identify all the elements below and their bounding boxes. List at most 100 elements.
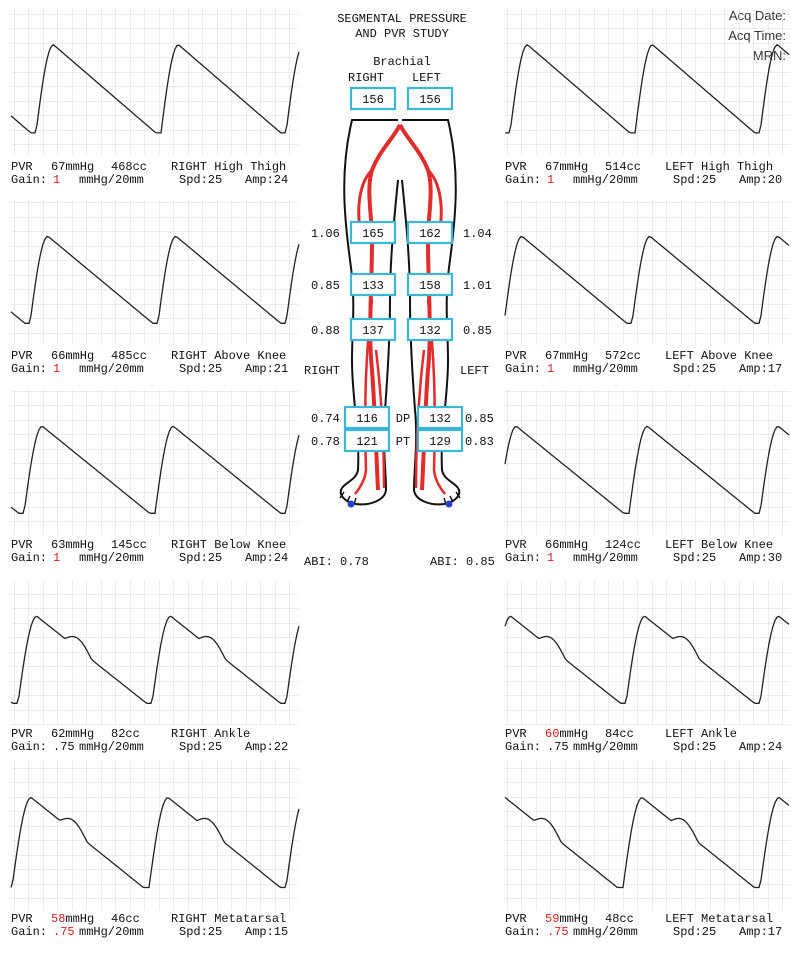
- gain-label: Gain:: [505, 173, 541, 187]
- pvr-line: PVR 67mmHg 514cc LEFT High Thigh: [505, 160, 773, 174]
- pressure-box: [416, 428, 464, 453]
- pressure-box: [343, 428, 391, 453]
- speed: Spd:25: [673, 740, 716, 754]
- amp: Amp:30: [739, 551, 782, 565]
- pvr-line: PVR 67mmHg 468cc RIGHT High Thigh: [11, 160, 286, 174]
- pvr: PVR: [11, 349, 33, 363]
- right-pressure: 137: [362, 324, 384, 338]
- abi-value: 0.78: [340, 555, 369, 569]
- speed: Spd:25: [179, 925, 222, 939]
- pressure: 60: [545, 727, 559, 741]
- right-index: 0.85: [311, 279, 340, 293]
- waveform-grid: [11, 200, 299, 345]
- waveform: [10, 425, 300, 514]
- amp: Amp:17: [739, 925, 782, 939]
- waveform-grid: [505, 8, 790, 155]
- waveform-grid: [11, 580, 299, 725]
- right-pressure: 121: [356, 435, 378, 449]
- left-pressure: 132: [429, 412, 451, 426]
- pvr: PVR: [505, 912, 527, 926]
- left-pressure: 129: [429, 435, 451, 449]
- abi-left: ABI: 0.85: [430, 555, 495, 569]
- site: RIGHT Below Knee: [171, 538, 286, 552]
- gain-line: Gain: 1 mmHg/20mm Spd:25 Amp:20: [505, 173, 782, 187]
- pressure: 62: [51, 727, 65, 741]
- speed: Spd:25: [179, 173, 222, 187]
- amp: Amp:20: [739, 173, 782, 187]
- volume: 84cc: [605, 727, 634, 741]
- gain-unit: mmHg/20mm: [79, 740, 144, 754]
- pvr-line: PVR 66mmHg 485cc RIGHT Above Knee: [11, 349, 286, 363]
- site: LEFT High Thigh: [665, 160, 773, 174]
- site: RIGHT High Thigh: [171, 160, 286, 174]
- right-index: 0.74: [311, 412, 340, 426]
- waveform: [504, 425, 790, 514]
- gain: .75: [53, 740, 75, 754]
- site: LEFT Ankle: [665, 727, 737, 741]
- amp: Amp:15: [245, 925, 288, 939]
- speed: Spd:25: [673, 551, 716, 565]
- pvr: PVR: [11, 727, 33, 741]
- right-pressure: 116: [356, 412, 378, 426]
- gain-label: Gain:: [505, 740, 541, 754]
- site: RIGHT Metatarsal: [171, 912, 286, 926]
- gain: 1: [53, 551, 60, 565]
- pvr: PVR: [505, 349, 527, 363]
- waveform-grid: [505, 200, 790, 345]
- waveform-grid: [11, 760, 299, 910]
- gain-label: Gain:: [11, 925, 47, 939]
- gain-unit: mmHg/20mm: [573, 173, 638, 187]
- volume: 468cc: [111, 160, 147, 174]
- speed: Spd:25: [673, 173, 716, 187]
- pressure-unit: mmHg: [65, 912, 94, 926]
- pressure-unit: mmHg: [559, 349, 588, 363]
- gain-unit: mmHg/20mm: [79, 551, 144, 565]
- waveform: [10, 43, 300, 134]
- amp: Amp:24: [245, 173, 288, 187]
- gain: .75: [547, 740, 569, 754]
- side-left: LEFT: [460, 364, 489, 378]
- amp: Amp:21: [245, 362, 288, 376]
- pressure: 63: [51, 538, 65, 552]
- pressure-box: [406, 220, 454, 245]
- volume: 82cc: [111, 727, 140, 741]
- pvr: PVR: [11, 160, 33, 174]
- site: LEFT Metatarsal: [665, 912, 773, 926]
- speed: Spd:25: [179, 740, 222, 754]
- gain-line: Gain: 1 mmHg/20mm Spd:25 Amp:17: [505, 362, 782, 376]
- gain-line: Gain: 1 mmHg/20mm Spd:25 Amp:30: [505, 551, 782, 565]
- waveform-grid: [11, 8, 299, 155]
- pressure-unit: mmHg: [65, 349, 94, 363]
- left-pressure: 158: [419, 279, 441, 293]
- abi-label: ABI:: [430, 555, 459, 569]
- right-index: 0.78: [311, 435, 340, 449]
- pvr: PVR: [11, 538, 33, 552]
- gain-unit: mmHg/20mm: [573, 740, 638, 754]
- abi-right: ABI: 0.78: [304, 555, 369, 569]
- gain-line: Gain: .75 mmHg/20mm Spd:25 Amp:17: [505, 925, 782, 939]
- waveform-grid: [505, 390, 790, 535]
- amp: Amp:24: [245, 551, 288, 565]
- gain-label: Gain:: [505, 362, 541, 376]
- gain-label: Gain:: [505, 925, 541, 939]
- gain: 1: [53, 362, 60, 376]
- left-label: LEFT: [412, 71, 441, 85]
- pvr-line: PVR 66mmHg 124cc LEFT Below Knee: [505, 538, 773, 552]
- volume: 514cc: [605, 160, 641, 174]
- left-index: 0.85: [465, 412, 494, 426]
- gain-line: Gain: .75 mmHg/20mm Spd:25 Amp:15: [11, 925, 288, 939]
- pressure: 67: [51, 160, 65, 174]
- waveform: [504, 615, 790, 704]
- pvr: PVR: [505, 160, 527, 174]
- right-index: 1.06: [311, 227, 340, 241]
- pressure-box: [343, 405, 391, 430]
- report-title: SEGMENTAL PRESSURE: [337, 12, 467, 26]
- waveform-grid: [505, 760, 790, 910]
- left-pressure: 132: [419, 324, 441, 338]
- gain-label: Gain:: [505, 551, 541, 565]
- pvr: PVR: [505, 727, 527, 741]
- speed: Spd:25: [179, 362, 222, 376]
- left-index: 0.85: [463, 324, 492, 338]
- pressure: 66: [51, 349, 65, 363]
- gain-line: Gain: 1 mmHg/20mm Spd:25 Amp:24: [11, 551, 288, 565]
